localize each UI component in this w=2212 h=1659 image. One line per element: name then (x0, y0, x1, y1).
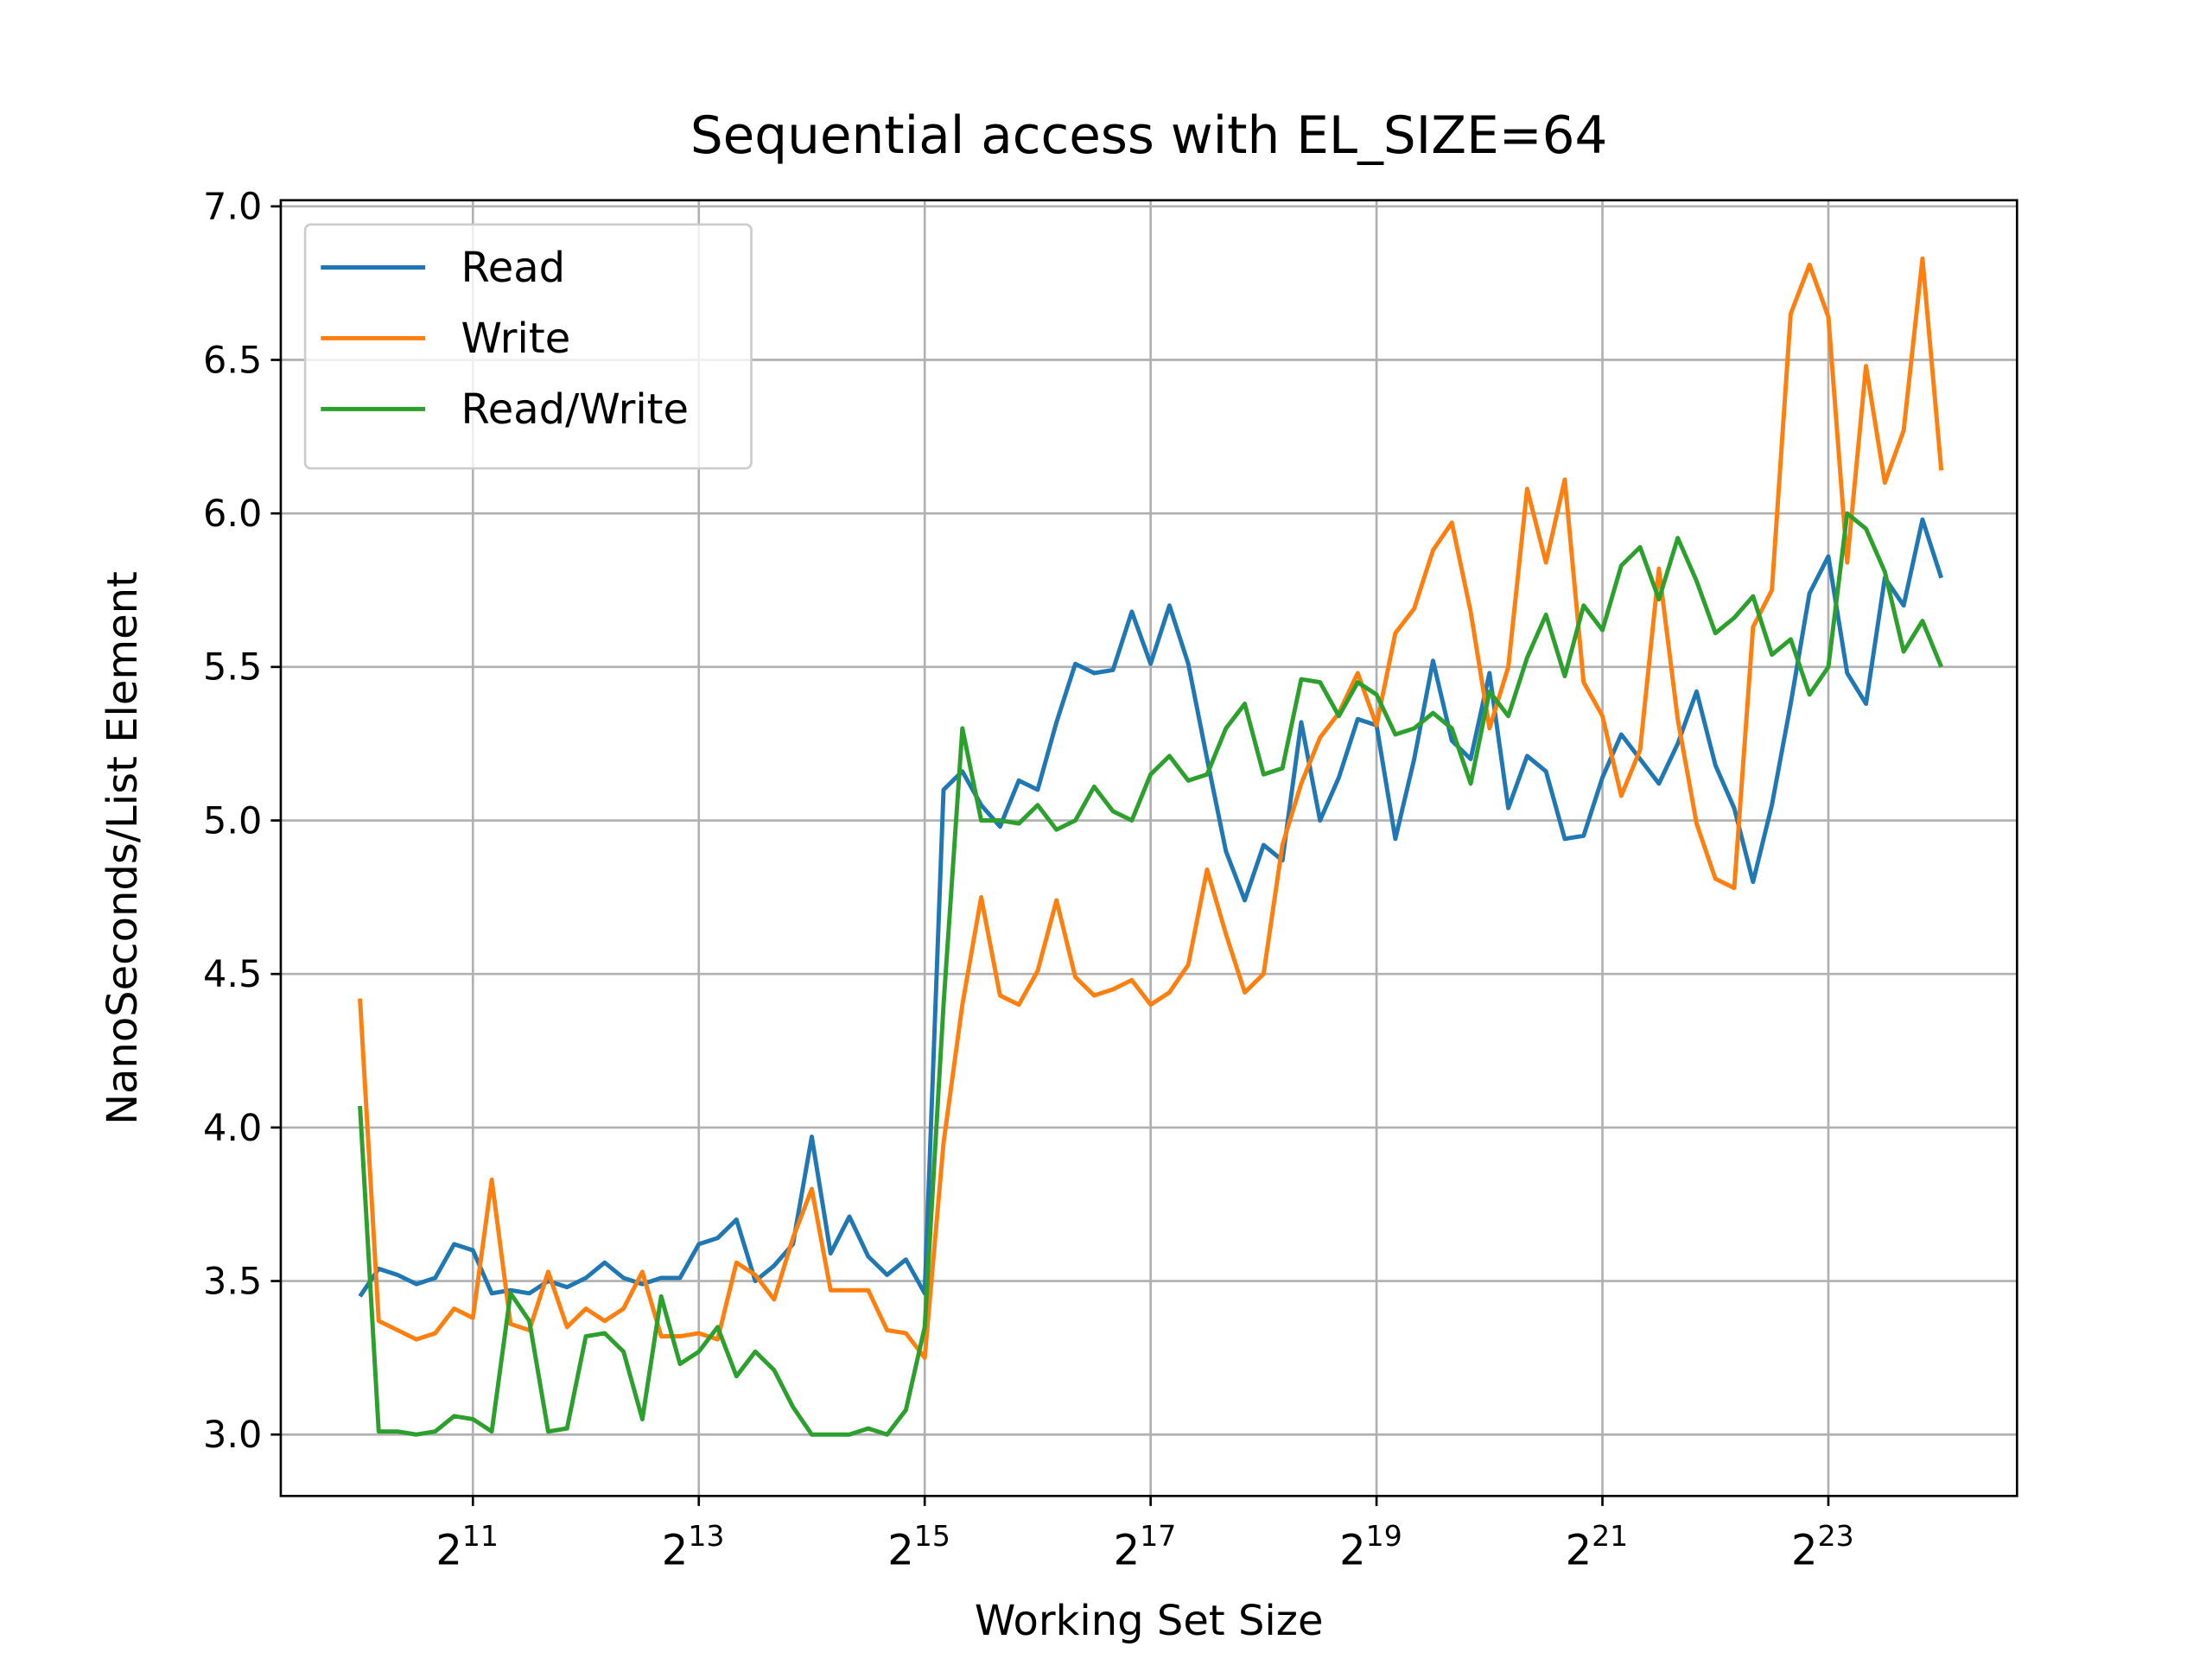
x-tick-exponent: 15 (914, 1519, 950, 1553)
data-line (358, 256, 1944, 1360)
x-tick-label: 213 (662, 1519, 725, 1575)
x-tick-base: 2 (1566, 1527, 1592, 1575)
x-tick-exponent: 19 (1366, 1519, 1402, 1553)
x-tick-exponent: 23 (1818, 1519, 1854, 1553)
legend-label: Read (461, 244, 566, 292)
y-tick-label: 3.5 (203, 1260, 262, 1303)
x-tick-base: 2 (435, 1527, 462, 1575)
x-tick-label: 223 (1791, 1519, 1854, 1575)
x-tick-base: 2 (662, 1527, 689, 1575)
x-tick-exponent: 11 (462, 1519, 499, 1553)
x-tick-label: 219 (1339, 1519, 1402, 1575)
x-tick-label: 221 (1566, 1519, 1629, 1575)
data-line (358, 511, 1944, 1437)
x-tick-exponent: 21 (1592, 1519, 1628, 1553)
x-tick-exponent: 17 (1140, 1519, 1176, 1553)
data-line (358, 517, 1944, 1298)
x-tick-base: 2 (887, 1527, 914, 1575)
x-axis-label: Working Set Size (975, 1597, 1324, 1645)
chart-title: Sequential access with EL_SIZE=64 (690, 106, 1608, 166)
y-tick-label: 4.0 (203, 1107, 262, 1150)
x-tick-label: 215 (887, 1519, 950, 1575)
y-tick-label: 5.5 (203, 646, 262, 690)
y-tick-label: 5.0 (203, 799, 262, 842)
y-tick-label: 4.5 (203, 953, 262, 996)
x-tick-base: 2 (1114, 1527, 1141, 1575)
x-tick-base: 2 (1791, 1527, 1818, 1575)
y-tick-label: 6.0 (203, 493, 262, 536)
x-tick-base: 2 (1339, 1527, 1366, 1575)
y-axis-label: NanoSeconds/List Element (99, 571, 147, 1125)
plot-frame (279, 199, 2018, 1497)
legend-label: Read/Write (461, 385, 690, 434)
y-tick-label: 7.0 (203, 186, 262, 229)
x-tick-label: 217 (1114, 1519, 1177, 1575)
x-tick-exponent: 13 (688, 1519, 724, 1553)
y-tick-label: 3.0 (203, 1414, 262, 1457)
y-tick-label: 6.5 (203, 339, 262, 382)
legend-label: Write (461, 315, 571, 363)
x-tick-label: 211 (435, 1519, 499, 1575)
